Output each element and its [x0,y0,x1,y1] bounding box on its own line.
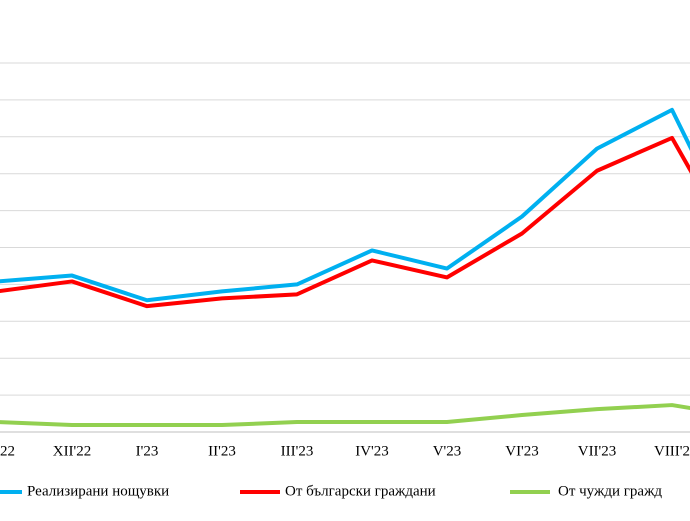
line-series [0,403,690,427]
legend-label: От български граждани [285,483,436,499]
line-series [0,135,690,309]
x-tick-label: III'23 [281,443,314,459]
x-tick-label: II'23 [208,443,236,459]
x-tick-label: XII'22 [53,443,92,459]
legend-label: От чужди гражд [558,483,662,499]
legend-label: Реализирани нощувки [27,483,169,499]
x-tick-label: I'23 [136,443,159,459]
x-tick-label: V'23 [433,443,462,459]
x-tick-label: 22 [0,443,15,459]
x-tick-label: VI'23 [505,443,539,459]
line-series [0,107,690,303]
x-tick-label: IV'23 [355,443,389,459]
x-tick-label: VII'23 [578,443,617,459]
x-tick-label: VIII'2 [654,443,690,459]
